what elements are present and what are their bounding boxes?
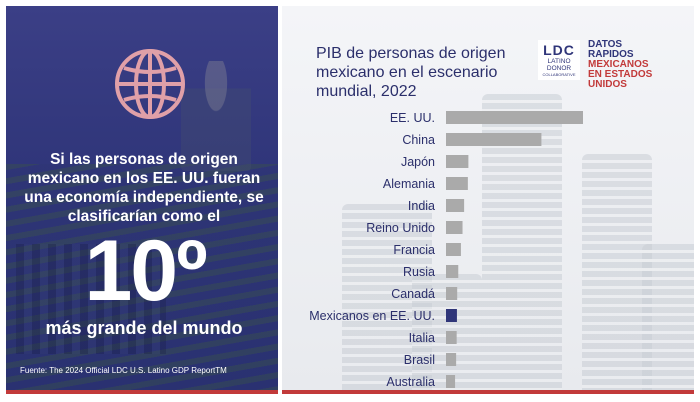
bar [446, 243, 461, 256]
category-label: Australia [386, 375, 435, 389]
headline: Si las personas de origen mexicano en lo… [24, 151, 264, 225]
bar [446, 353, 457, 366]
category-label: Mexicanos en EE. UU. [309, 309, 435, 323]
category-label: Francia [393, 243, 435, 257]
ldc-logo-sub-3: COLLABORATIVE [542, 72, 576, 77]
category-label: Alemania [383, 177, 435, 191]
category-label: Canadá [391, 287, 435, 301]
ldc-logo: LDC LATINO DONOR COLLABORATIVE [538, 40, 580, 80]
ldc-logo-sub-2: DONOR [546, 65, 572, 72]
chart-title: PIB de personas de origen mexicano en el… [316, 45, 506, 100]
bar [446, 133, 542, 146]
left-accent-stripe [6, 390, 278, 394]
source-note: Fuente: The 2024 Official LDC U.S. Latin… [20, 366, 227, 375]
ldc-logo-sub-1: LATINO [547, 58, 571, 65]
brand-title: DATOS RAPIDOS MEXICANOS EN ESTADOS UNIDO… [588, 40, 688, 90]
bar [446, 265, 459, 278]
bar [446, 221, 463, 234]
category-label: Brasil [404, 353, 435, 367]
bar [446, 111, 583, 124]
globe-icon [115, 49, 185, 119]
brand-line-2: RAPIDOS [588, 49, 634, 60]
bar [446, 155, 469, 168]
category-label: China [402, 133, 435, 147]
category-label: Reino Unido [366, 221, 435, 235]
crate-background [16, 244, 166, 354]
brand-line-3: MEXICANOS [588, 59, 649, 70]
bar [446, 331, 457, 344]
bar [446, 309, 457, 322]
bar [446, 375, 456, 388]
infographic-panel [6, 6, 278, 394]
gdp-bar-chart: EE. UU. China Japón Alemania India Reino Unid… [309, 111, 583, 389]
category-label: India [408, 199, 435, 213]
brand-line-1: DATOS [588, 39, 623, 50]
farm-worker-background [181, 61, 251, 171]
right-accent-stripe [282, 390, 694, 394]
brand-line-5: UNIDOS [588, 79, 627, 90]
rank-subtitle: más grande del mundo [45, 318, 243, 338]
category-label: Japón [401, 155, 435, 169]
brand-line-4: EN ESTADOS [588, 69, 653, 80]
bar [446, 177, 468, 190]
field-background [6, 164, 278, 394]
ldc-logo-mark: LDC [543, 42, 575, 58]
category-label: Rusia [403, 265, 435, 279]
rank-number: 10º [84, 223, 207, 319]
bar [446, 199, 465, 212]
bar [446, 287, 458, 300]
category-label: Italia [409, 331, 435, 345]
category-label: EE. UU. [390, 111, 435, 125]
